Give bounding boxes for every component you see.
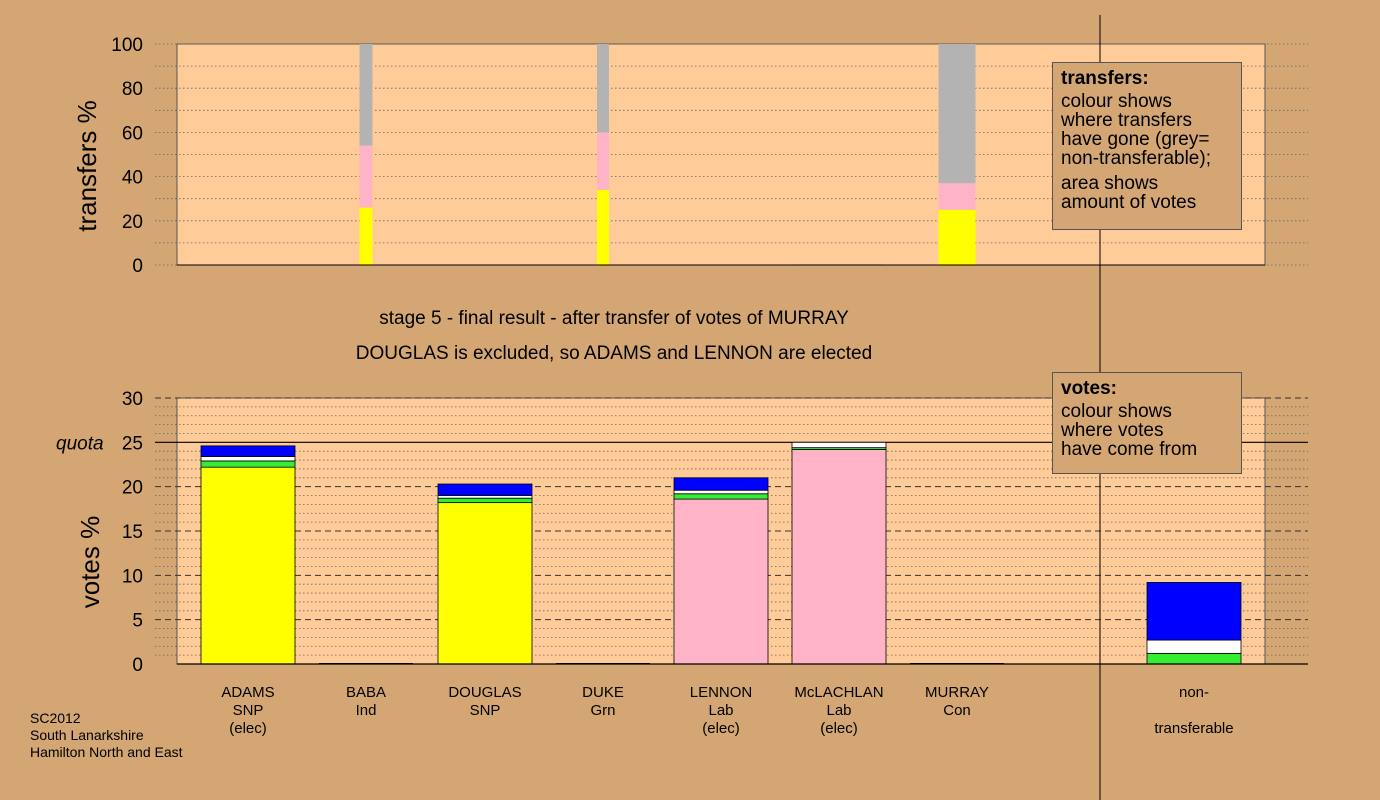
category-label: (elec) (820, 720, 858, 737)
transfer-bar-segment (359, 145, 373, 208)
category-label: SNP (470, 702, 501, 719)
votes-y-tick-label: 10 (122, 566, 143, 587)
transfers-y-tick-label: 100 (111, 35, 143, 56)
category-label: Grn (590, 702, 615, 719)
category-label: non- (1179, 684, 1209, 701)
category-label: (elec) (702, 720, 740, 737)
transfers-legend-line: amount of votes (1061, 192, 1197, 213)
votes-bar-segment (673, 493, 769, 500)
votes-bar-segment (437, 502, 533, 665)
votes-y-tick-label: 25 (122, 433, 143, 454)
votes-bar-segment (1146, 639, 1242, 654)
category-label: Lab (826, 702, 851, 719)
footer-line: South Lanarkshire (30, 727, 144, 743)
transfers-y-tick-label: 0 (132, 256, 143, 277)
transfers-legend-line: colour shows (1061, 91, 1172, 112)
transfers-y-tick-label: 60 (122, 123, 143, 144)
votes-y-tick-label: 20 (122, 478, 143, 499)
category-label: Lab (708, 702, 733, 719)
category-label: (elec) (229, 720, 267, 737)
category-label: MURRAY (925, 684, 989, 701)
category-label: ADAMS (221, 684, 274, 701)
votes-bar-segment (673, 489, 769, 495)
transfers-y-tick-label: 20 (122, 212, 143, 233)
transfers-y-tick-label: 40 (122, 168, 143, 189)
category-label: DOUGLAS (448, 684, 521, 701)
transfer-bar-segment (597, 189, 609, 265)
category-label: BABA (346, 684, 386, 701)
transfer-bar-segment (938, 44, 976, 184)
votes-legend-box: votes: colour shows where votes have com… (1052, 372, 1242, 474)
votes-bar-segment (200, 445, 296, 457)
quota-label: quota (56, 433, 104, 454)
category-label: SNP (233, 702, 264, 719)
votes-bar-segment (1146, 652, 1242, 665)
votes-y-tick-label: 30 (122, 389, 143, 410)
transfer-bar-segment (597, 132, 609, 190)
votes-bar-segment (437, 497, 533, 504)
category-label: Ind (356, 702, 377, 719)
category-label: transferable (1154, 720, 1233, 737)
category-label: LENNON (690, 684, 753, 701)
transfers-legend-title: transfers: (1061, 68, 1149, 89)
votes-y-tick-label: 15 (122, 522, 143, 543)
transfer-bar-segment (597, 44, 609, 133)
transfers-legend-line: where transfers (1061, 110, 1192, 131)
votes-bar-segment (673, 477, 769, 491)
votes-y-axis-title: votes % (75, 516, 105, 609)
footer-caption: SC2012 South Lanarkshire Hamilton North … (30, 710, 183, 761)
votes-legend-line: colour shows (1061, 401, 1172, 422)
category-label: McLACHLAN (794, 684, 883, 701)
votes-bar-segment (791, 441, 887, 449)
result-heading: DOUGLAS is excluded, so ADAMS and LENNON… (356, 343, 872, 364)
votes-y-tick-label: 0 (132, 655, 143, 676)
votes-bar-segment (673, 498, 769, 665)
footer-line: Hamilton North and East (30, 744, 183, 760)
votes-bar-segment (437, 483, 533, 496)
votes-legend-line: where votes (1061, 420, 1164, 441)
votes-bar-segment (200, 466, 296, 665)
votes-bar-segment (791, 449, 887, 665)
votes-bar-segment (1146, 582, 1242, 641)
votes-legend-title: votes: (1061, 378, 1117, 399)
votes-legend-line: have come from (1061, 439, 1198, 460)
transfer-bar-segment (938, 183, 976, 210)
transfers-legend-line: area shows (1061, 173, 1159, 194)
transfer-bar-segment (359, 207, 373, 265)
votes-bar-segment (200, 460, 296, 468)
category-label: DUKE (582, 684, 624, 701)
transfers-legend-line: have gone (grey= (1061, 129, 1210, 150)
transfers-legend-box: transfers: colour shows where transfers … (1052, 62, 1242, 230)
transfer-bar-segment (359, 44, 373, 146)
votes-y-tick-label: 5 (132, 611, 143, 632)
transfers-y-tick-label: 80 (122, 79, 143, 100)
category-label: Con (943, 702, 971, 719)
footer-line: SC2012 (30, 710, 81, 726)
transfers-y-axis-title: transfers % (72, 100, 102, 232)
votes-bar-segment (200, 456, 296, 462)
stage-heading: stage 5 - final result - after transfer … (379, 308, 849, 329)
transfers-legend-line: non-transferable); (1061, 148, 1211, 169)
transfer-bar-segment (938, 209, 976, 265)
